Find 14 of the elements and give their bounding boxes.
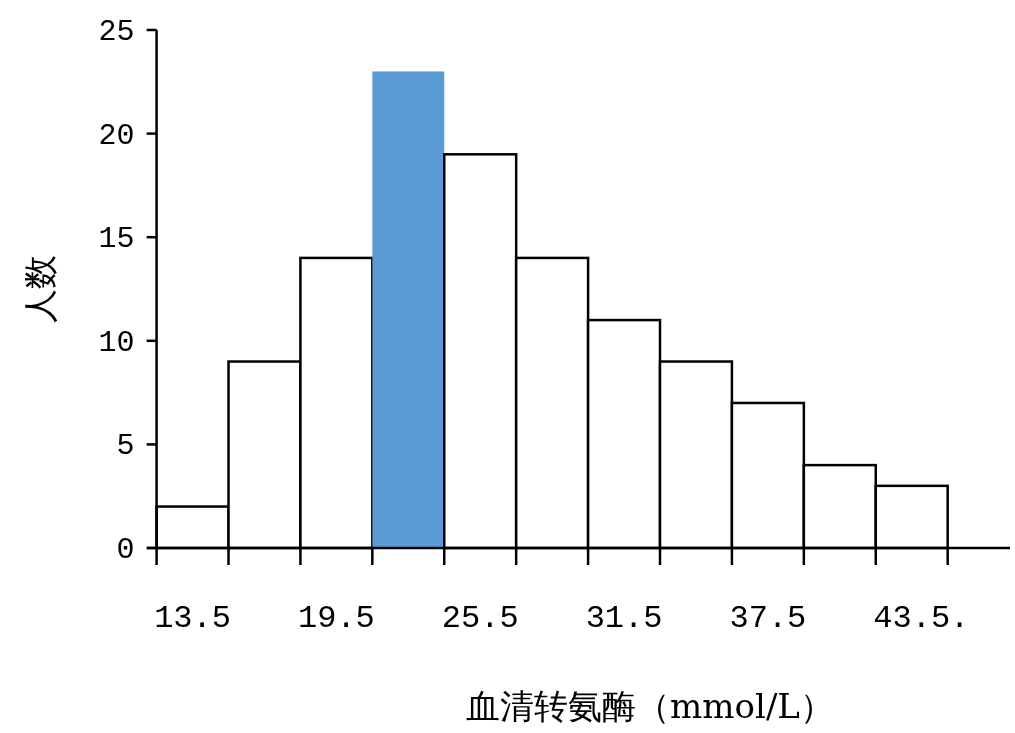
x-tick-label: 31.5 xyxy=(585,600,663,637)
x-tick-label: 43.5. xyxy=(873,600,970,637)
y-axis-title: 人数 xyxy=(20,255,60,323)
x-tick-label: 25.5 xyxy=(441,600,519,637)
y-tick-label: 5 xyxy=(116,429,135,464)
y-tick-label: 15 xyxy=(98,222,135,257)
x-tick-label: 37.5 xyxy=(729,600,807,637)
x-tick-label: 19.5 xyxy=(297,600,375,637)
y-tick-label: 0 xyxy=(116,533,135,567)
x-axis-title: 血清转氨酶（mmol/L） xyxy=(466,686,834,726)
y-tick-label: 10 xyxy=(98,325,135,360)
y-tick-label: 25 xyxy=(98,15,135,49)
y-tick-label: 20 xyxy=(98,118,135,153)
x-tick-label: 13.5 xyxy=(154,600,231,637)
